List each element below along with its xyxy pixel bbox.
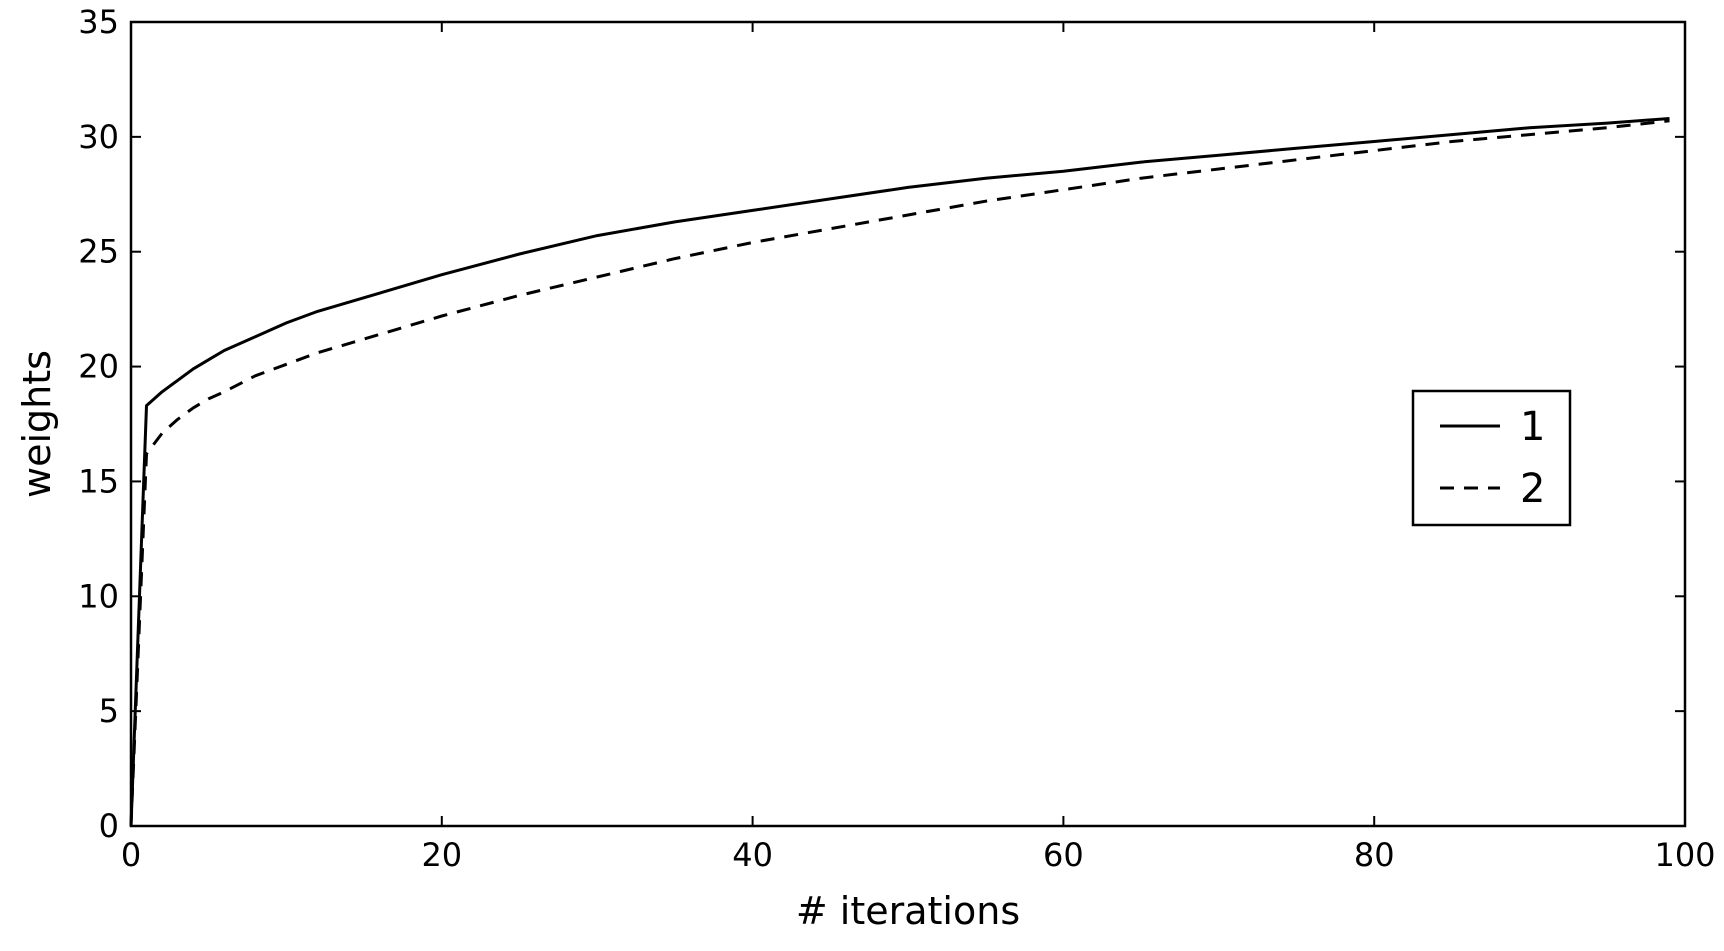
legend: 12 [1411, 389, 1572, 527]
plot-frame [129, 20, 1687, 828]
x-tick-label: 40 [732, 836, 773, 874]
x-tick-label: 60 [1043, 836, 1084, 874]
x-tick-label: 0 [121, 836, 141, 874]
x-tick-label: 20 [421, 836, 462, 874]
y-tick-label: 15 [78, 462, 119, 500]
x-tick-label: 100 [1654, 836, 1715, 874]
y-tick-label: 30 [78, 118, 119, 156]
y-tick-label: 20 [78, 348, 119, 386]
x-tick-label: 80 [1354, 836, 1395, 874]
y-tick-label: 10 [78, 577, 119, 615]
series-line-1 [129, 117, 1670, 827]
legend-box [1411, 389, 1572, 527]
y-tick-label: 25 [78, 233, 119, 271]
ticks-layer: 0 20 40 60 80 100 0 5 10 15 20 25 30 35 [78, 3, 1715, 874]
y-tick-label: 5 [99, 692, 119, 730]
series-line-2 [129, 119, 1670, 827]
y-tick-label: 0 [99, 807, 119, 845]
legend-label-2: 2 [1520, 466, 1545, 512]
y-axis-label: weights [15, 350, 59, 498]
legend-label-1: 1 [1520, 404, 1545, 450]
series-layer [129, 117, 1670, 827]
x-axis-label: # iterations [796, 889, 1020, 933]
y-tick-label: 35 [78, 3, 119, 41]
